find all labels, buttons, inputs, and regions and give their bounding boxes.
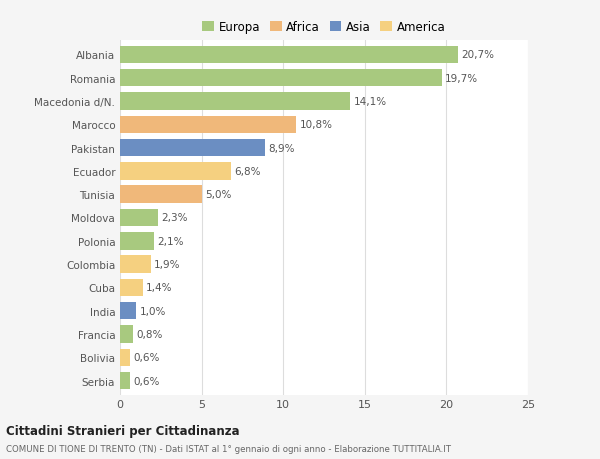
Bar [120, 233, 154, 250]
Text: 2,1%: 2,1% [158, 236, 184, 246]
Bar [120, 186, 202, 203]
Bar [120, 279, 143, 297]
Text: 14,1%: 14,1% [353, 97, 386, 107]
Text: 1,4%: 1,4% [146, 283, 173, 293]
Bar [120, 209, 158, 227]
Text: 5,0%: 5,0% [205, 190, 231, 200]
Text: 2,3%: 2,3% [161, 213, 187, 223]
Text: 0,6%: 0,6% [133, 353, 160, 363]
Bar [120, 302, 136, 320]
Bar [120, 256, 151, 273]
Bar [120, 140, 265, 157]
Text: Cittadini Stranieri per Cittadinanza: Cittadini Stranieri per Cittadinanza [6, 424, 239, 437]
Legend: Europa, Africa, Asia, America: Europa, Africa, Asia, America [200, 19, 448, 37]
Bar [120, 116, 296, 134]
Text: 1,9%: 1,9% [154, 259, 181, 269]
Bar [120, 372, 130, 390]
Text: 6,8%: 6,8% [234, 167, 261, 177]
Text: 1,0%: 1,0% [140, 306, 166, 316]
Bar [120, 163, 231, 180]
Bar [120, 46, 458, 64]
Text: 10,8%: 10,8% [299, 120, 332, 130]
Text: 8,9%: 8,9% [269, 143, 295, 153]
Text: 20,7%: 20,7% [461, 50, 494, 60]
Text: 19,7%: 19,7% [445, 73, 478, 84]
Text: 0,6%: 0,6% [133, 376, 160, 386]
Bar [120, 325, 133, 343]
Text: COMUNE DI TIONE DI TRENTO (TN) - Dati ISTAT al 1° gennaio di ogni anno - Elabora: COMUNE DI TIONE DI TRENTO (TN) - Dati IS… [6, 444, 451, 453]
Bar [120, 70, 442, 87]
Bar [120, 93, 350, 111]
Bar [120, 349, 130, 366]
Text: 0,8%: 0,8% [136, 329, 163, 339]
